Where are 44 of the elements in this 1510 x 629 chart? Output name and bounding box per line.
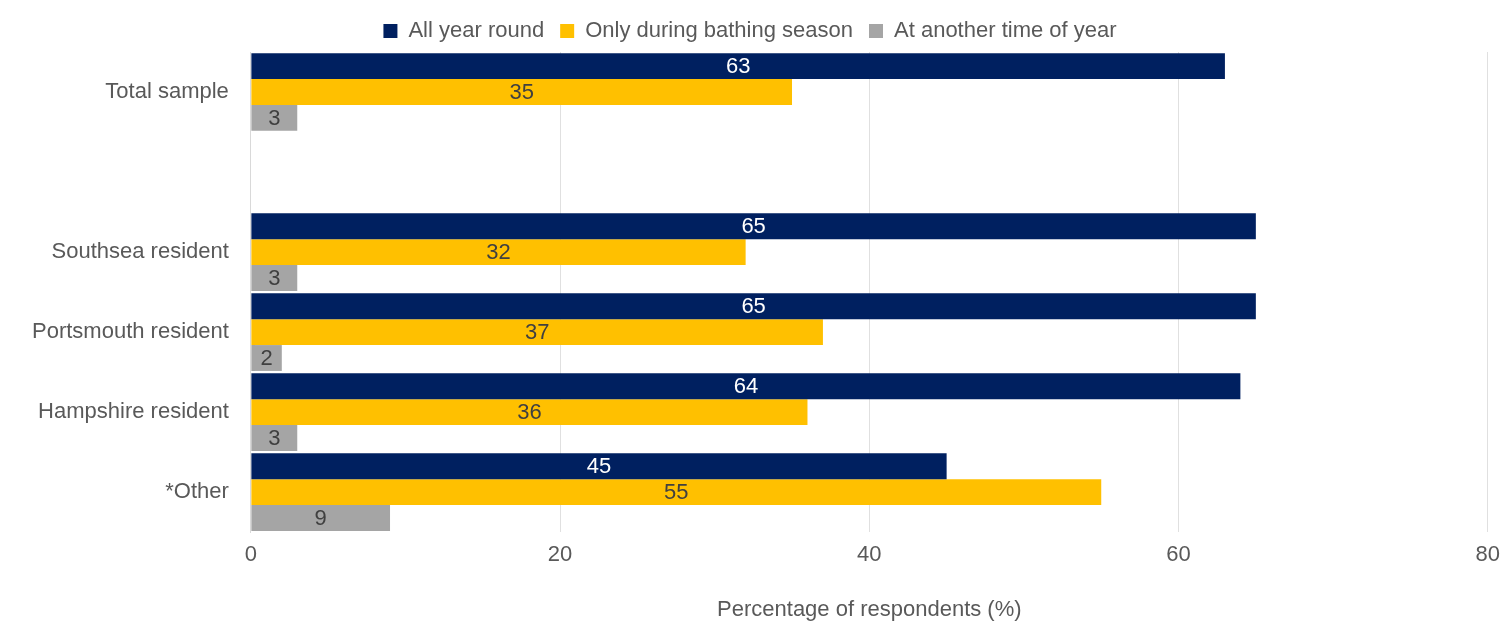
data-label: 35 [509,79,534,105]
data-label: 36 [517,399,542,425]
y-tick-label: Total sample [105,78,229,104]
x-tick-label: 80 [1475,541,1501,567]
bar [251,479,1102,506]
data-label: 55 [664,479,689,505]
y-tick-label: *Other [165,478,229,504]
data-label: 3 [268,104,281,130]
bar [251,425,298,451]
x-axis-title: Percentage of respondents (%) [717,595,1022,621]
y-tick-label: Portsmouth resident [32,318,229,344]
data-label: 32 [486,239,511,265]
data-label: 9 [314,505,327,531]
x-tick-label: 20 [547,541,573,567]
data-label: 65 [741,293,766,319]
legend-label: At another time of year [894,17,1117,43]
data-label: 45 [586,453,612,479]
bar [251,505,391,531]
data-label: 63 [725,53,751,79]
y-tick-label: Southsea resident [51,238,229,264]
bar [251,265,298,291]
bar [251,104,298,131]
bar [251,293,1256,320]
bar [251,319,823,346]
data-label: 3 [268,265,281,291]
y-tick-label: Hampshire resident [38,398,229,424]
bar [251,213,1256,240]
bar [251,453,947,480]
data-label: 65 [741,213,766,239]
legend-label: Only during bathing season [585,17,854,43]
data-label: 64 [733,373,759,399]
bar [251,53,1225,80]
x-tick-label: 40 [857,541,882,567]
data-label: 3 [268,425,281,451]
data-label: 2 [260,345,273,371]
x-tick-label: 60 [1166,541,1191,567]
bar [251,239,746,266]
bar [251,373,1241,400]
legend-label: All year round [408,17,545,43]
bar [251,345,282,371]
bar [251,399,808,426]
data-label: 37 [524,319,550,345]
bar [251,79,793,105]
x-tick-label: 0 [244,541,257,567]
